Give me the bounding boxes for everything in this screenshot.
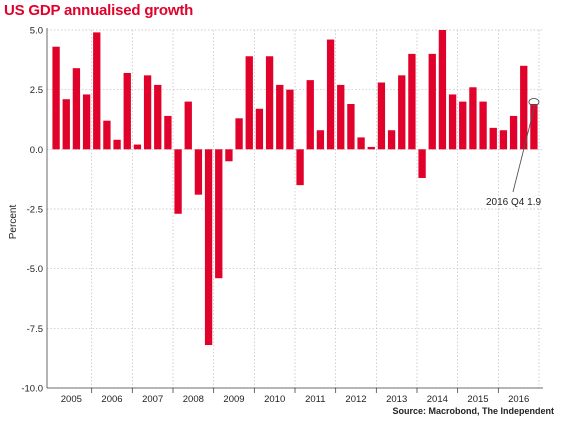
annotation-marker: [528, 98, 540, 106]
x-tick-label: 2008: [183, 394, 204, 405]
bar: [499, 130, 508, 150]
annotation-label: 2016 Q4 1.9: [486, 197, 541, 208]
x-tick-label: 2012: [345, 394, 366, 405]
bar: [408, 53, 416, 150]
bar: [133, 144, 142, 150]
bar: [509, 115, 518, 150]
bar: [194, 149, 203, 195]
bar: [52, 46, 60, 150]
bar: [438, 30, 447, 150]
bar: [418, 149, 426, 178]
bar: [459, 101, 467, 150]
bar: [357, 137, 365, 150]
y-tick-label: -2.5: [27, 205, 43, 216]
bar: [367, 146, 375, 150]
bar: [245, 56, 253, 150]
annotation-leader: [512, 104, 536, 193]
source-note: Source: Macrobond, The Independent: [392, 406, 554, 416]
bar: [306, 80, 314, 150]
bar: [265, 56, 274, 150]
bar: [377, 82, 386, 150]
bar: [143, 75, 152, 150]
y-tick-label: 5.0: [30, 26, 43, 37]
bar: [103, 120, 111, 150]
bar: [255, 108, 264, 150]
x-tick-label: 2013: [386, 394, 407, 405]
bar: [398, 75, 406, 150]
axes: 5.0 2.5 0.0 -2.5 -5.0 -7.5 -10.0 2005 2006 2007 20…: [21, 26, 543, 405]
grid-lines: [47, 29, 543, 389]
bar: [215, 149, 223, 279]
bars: [52, 30, 538, 346]
x-tick-label: 2009: [223, 394, 244, 405]
bar: [479, 101, 487, 150]
bar: [93, 32, 101, 150]
x-tick-label: 2011: [305, 394, 325, 405]
chart-title: US GDP annualised growth: [4, 2, 194, 19]
bar: [286, 89, 294, 150]
bar: [347, 103, 355, 150]
bar: [326, 39, 335, 150]
bar: [174, 149, 182, 214]
bar: [276, 84, 284, 150]
bar: [530, 103, 538, 150]
x-tick-label: 2015: [467, 394, 488, 405]
bar: [164, 115, 172, 150]
bar: [489, 127, 497, 150]
bar: [72, 68, 81, 150]
bar: [469, 87, 477, 150]
x-tick-label: 2016: [508, 394, 529, 405]
bar: [225, 149, 233, 162]
bar: [428, 53, 436, 150]
x-tick-label: 2006: [101, 394, 122, 405]
bar: [113, 139, 121, 150]
bar: [184, 101, 192, 150]
y-tick-label: -5.0: [27, 264, 43, 275]
bar: [337, 84, 345, 150]
bar: [154, 84, 162, 150]
bar: [62, 99, 70, 150]
y-tick-label: 0.0: [30, 145, 43, 156]
x-tick-label: 2005: [61, 394, 82, 405]
annotation: 2016 Q4 1.9: [486, 98, 541, 208]
bar: [296, 149, 304, 186]
x-tick-label: 2014: [427, 394, 448, 405]
bar: [316, 130, 325, 150]
bar: [387, 130, 396, 150]
bar: [520, 65, 528, 150]
y-tick-label: -10.0: [21, 384, 43, 395]
bar: [82, 94, 91, 150]
bar: [448, 94, 457, 150]
bar: [204, 149, 213, 346]
y-tick-label: -7.5: [27, 324, 43, 335]
x-tick-label: 2010: [264, 394, 285, 405]
y-axis-label: Percent: [8, 205, 19, 240]
x-tick-label: 2007: [142, 394, 163, 405]
y-tick-label: 2.5: [30, 85, 43, 96]
bar: [123, 72, 131, 150]
bar: [235, 118, 243, 150]
